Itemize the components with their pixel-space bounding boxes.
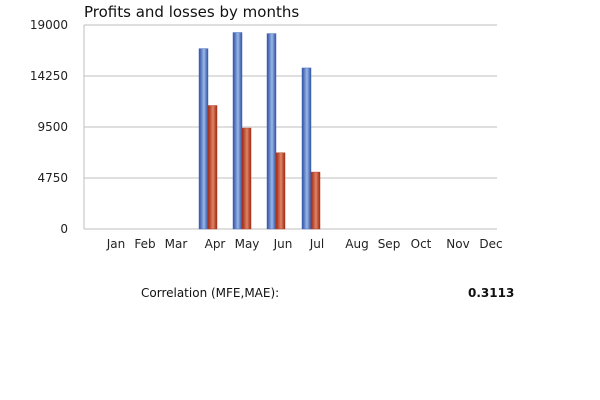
x-tick-label: Dec bbox=[479, 237, 502, 251]
chart-title: Profits and losses by months bbox=[84, 3, 299, 21]
x-tick-label: Jan bbox=[106, 237, 126, 251]
profit-loss-chart: 0 4750 9500 14250 19000 Jan Feb Mar Apr May Jun Ju… bbox=[30, 3, 503, 251]
bar-layer bbox=[198, 32, 321, 230]
y-tick-label: 14250 bbox=[30, 69, 68, 83]
bar-may-series-2 bbox=[241, 127, 252, 230]
y-tick-label: 9500 bbox=[37, 120, 68, 134]
bar-may-series-1 bbox=[232, 32, 243, 230]
x-tick-label: Mar bbox=[165, 237, 188, 251]
y-axis-ticks: 0 4750 9500 14250 19000 bbox=[30, 18, 68, 236]
x-tick-label: Feb bbox=[134, 237, 155, 251]
bar-apr-series-1 bbox=[198, 48, 209, 230]
x-tick-label: Jun bbox=[273, 237, 293, 251]
y-tick-label: 19000 bbox=[30, 18, 68, 32]
x-tick-label: Nov bbox=[446, 237, 469, 251]
correlation-row: Correlation (MFE,MAE): 0.3113 bbox=[0, 284, 600, 306]
x-axis-ticks: Jan Feb Mar Apr May Jun Jul Aug Sep Oct Nov Dec bbox=[106, 237, 503, 251]
bar-apr-series-2 bbox=[207, 105, 218, 230]
bar-jun-series-1 bbox=[266, 33, 277, 230]
bar-jul-series-2 bbox=[310, 171, 321, 230]
y-tick-label: 0 bbox=[60, 222, 68, 236]
y-tick-label: 4750 bbox=[37, 171, 68, 185]
bar-jun-series-2 bbox=[275, 152, 286, 230]
chart-svg: 0 4750 9500 14250 19000 Jan Feb Mar Apr May Jun Ju… bbox=[30, 3, 503, 251]
grid-layer bbox=[83, 24, 497, 230]
correlation-label: Correlation (MFE,MAE): bbox=[141, 286, 280, 300]
x-tick-label: Jul bbox=[309, 237, 324, 251]
x-tick-label: Oct bbox=[411, 237, 432, 251]
x-tick-label: Apr bbox=[205, 237, 226, 251]
x-tick-label: Sep bbox=[378, 237, 401, 251]
x-tick-label: Aug bbox=[345, 237, 368, 251]
correlation-value: 0.3113 bbox=[468, 286, 515, 300]
x-tick-label: May bbox=[235, 237, 260, 251]
bar-jul-series-1 bbox=[301, 67, 312, 230]
